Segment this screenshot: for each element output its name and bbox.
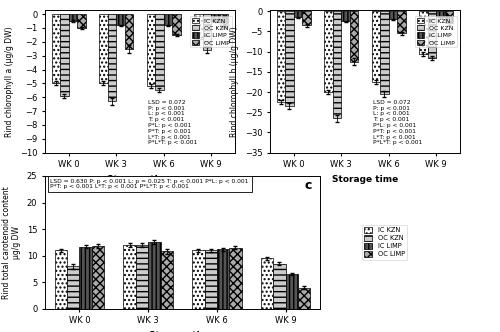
Y-axis label: Rind chlorophyll b (µg/g DW): Rind chlorophyll b (µg/g DW) xyxy=(230,26,239,137)
Bar xyxy=(78,14,86,28)
Bar xyxy=(285,11,294,106)
Legend: IC KZN, OC KZN, IC LIMP, OC LIMP: IC KZN, OC KZN, IC LIMP, OC LIMP xyxy=(190,16,232,47)
Bar xyxy=(125,14,134,49)
Bar xyxy=(164,14,172,25)
Bar xyxy=(146,14,155,86)
Bar xyxy=(273,264,285,309)
Bar xyxy=(324,11,332,92)
Bar xyxy=(261,258,273,309)
Bar xyxy=(124,245,136,309)
Bar xyxy=(302,11,311,25)
Text: b: b xyxy=(446,13,454,26)
Bar xyxy=(445,11,454,23)
X-axis label: Storage time: Storage time xyxy=(332,175,398,184)
Bar xyxy=(211,14,220,21)
Bar xyxy=(204,250,217,309)
Bar xyxy=(148,242,160,309)
Bar xyxy=(155,14,164,90)
Bar xyxy=(69,14,78,21)
Bar xyxy=(217,249,229,309)
Bar xyxy=(380,11,389,94)
Bar xyxy=(99,14,108,83)
Y-axis label: Rind total carotenoid content
µg/g DW: Rind total carotenoid content µg/g DW xyxy=(2,186,21,299)
Bar xyxy=(341,11,350,21)
Bar xyxy=(350,11,358,62)
Bar xyxy=(286,274,298,309)
Bar xyxy=(298,288,310,309)
Bar xyxy=(202,14,211,50)
Bar xyxy=(372,11,380,82)
Bar xyxy=(80,247,92,309)
Bar xyxy=(419,11,428,54)
Bar xyxy=(54,250,67,309)
Bar xyxy=(172,14,181,35)
Bar xyxy=(92,246,104,309)
Bar xyxy=(60,14,69,96)
Bar xyxy=(136,245,148,309)
Bar xyxy=(332,11,341,118)
Bar xyxy=(428,11,436,58)
Text: LSD = 0.072
P: p < 0.001
L: p < 0.001
T: p < 0.001
P*L: p < 0.001
P*T: p < 0.001: LSD = 0.072 P: p < 0.001 L: p < 0.001 T:… xyxy=(148,100,197,145)
Text: LSD = 0.072
P: p < 0.001
L: p < 0.001
T: p < 0.001
P*L: p < 0.001
P*T: p < 0.001: LSD = 0.072 P: p < 0.001 L: p < 0.001 T:… xyxy=(372,100,422,145)
Text: c: c xyxy=(304,179,312,192)
Bar xyxy=(436,11,445,17)
Text: LSD = 0.630 P: p < 0.001 L: p = 0.025 T: p < 0.001 P*L: p < 0.001
P*T: p < 0.001: LSD = 0.630 P: p < 0.001 L: p = 0.025 T:… xyxy=(50,179,249,190)
Text: a: a xyxy=(221,13,230,26)
Y-axis label: Rind chlorophyll a (µg/g DW): Rind chlorophyll a (µg/g DW) xyxy=(6,26,15,137)
X-axis label: Storage time: Storage time xyxy=(107,175,173,184)
Bar xyxy=(160,251,173,309)
Bar xyxy=(398,11,406,34)
Bar xyxy=(294,11,302,17)
Bar xyxy=(116,14,125,25)
Bar xyxy=(67,266,80,309)
Bar xyxy=(229,248,241,309)
X-axis label: Storage time: Storage time xyxy=(150,331,216,332)
Bar xyxy=(389,11,398,19)
Bar xyxy=(52,14,60,83)
Bar xyxy=(220,14,228,27)
Legend: IC KZN, OC KZN, IC LIMP, OC LIMP: IC KZN, OC KZN, IC LIMP, OC LIMP xyxy=(362,224,408,260)
Legend: IC KZN, OC KZN, IC LIMP, OC LIMP: IC KZN, OC KZN, IC LIMP, OC LIMP xyxy=(415,16,457,47)
Bar xyxy=(276,11,285,102)
Bar xyxy=(108,14,116,102)
Bar xyxy=(194,14,202,39)
Bar xyxy=(192,250,204,309)
